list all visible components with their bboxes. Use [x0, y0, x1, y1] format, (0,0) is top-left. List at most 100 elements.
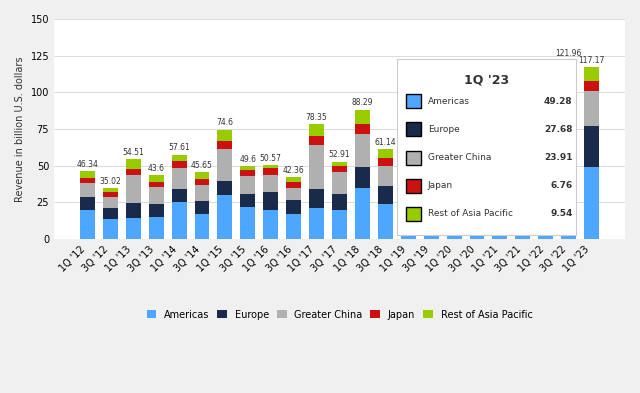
Bar: [263, 165, 278, 168]
Text: Europe: Europe: [428, 125, 460, 134]
Bar: [286, 182, 301, 188]
FancyBboxPatch shape: [406, 178, 420, 193]
Bar: [332, 194, 347, 210]
Bar: [493, 211, 508, 213]
Bar: [80, 184, 95, 196]
Bar: [401, 181, 416, 201]
Bar: [515, 216, 531, 220]
Text: 49.6: 49.6: [239, 155, 257, 164]
Text: 35.02: 35.02: [99, 176, 121, 185]
FancyBboxPatch shape: [406, 94, 420, 108]
Bar: [309, 145, 324, 189]
Bar: [309, 136, 324, 145]
Bar: [493, 213, 508, 216]
Bar: [561, 60, 576, 74]
Bar: [561, 154, 576, 239]
Bar: [424, 190, 438, 207]
Bar: [470, 216, 484, 220]
Bar: [355, 124, 370, 134]
Bar: [241, 166, 255, 170]
Text: 84.31: 84.31: [397, 104, 419, 113]
Bar: [584, 91, 599, 126]
Text: 74.6: 74.6: [216, 118, 234, 127]
Bar: [80, 171, 95, 178]
Bar: [378, 204, 393, 239]
Bar: [332, 210, 347, 239]
Bar: [148, 182, 164, 187]
Bar: [103, 188, 118, 192]
Bar: [538, 162, 553, 239]
Bar: [172, 168, 186, 189]
Text: 46.34: 46.34: [77, 160, 99, 169]
Bar: [241, 176, 255, 194]
Bar: [355, 167, 370, 188]
Bar: [561, 88, 576, 117]
Bar: [447, 161, 461, 169]
Text: 53.27: 53.27: [420, 150, 442, 159]
Bar: [263, 210, 278, 239]
Bar: [355, 134, 370, 167]
Bar: [172, 202, 186, 239]
Legend: Americas, Europe, Greater China, Japan, Rest of Asia Pacific: Americas, Europe, Greater China, Japan, …: [143, 306, 536, 323]
FancyBboxPatch shape: [406, 123, 420, 136]
Bar: [263, 174, 278, 192]
Bar: [126, 175, 141, 203]
Text: Americas: Americas: [428, 97, 470, 106]
Text: 121.96: 121.96: [556, 49, 582, 58]
Bar: [103, 197, 118, 208]
Text: 27.68: 27.68: [544, 125, 572, 134]
Text: 45.65: 45.65: [191, 161, 213, 170]
Text: 50.57: 50.57: [260, 154, 282, 163]
Bar: [218, 149, 232, 181]
Bar: [332, 172, 347, 194]
Text: 1Q '23: 1Q '23: [464, 73, 509, 86]
Bar: [561, 117, 576, 154]
Bar: [195, 214, 209, 239]
Bar: [172, 189, 186, 202]
Bar: [148, 204, 164, 217]
Bar: [355, 188, 370, 239]
Bar: [493, 220, 508, 226]
Bar: [241, 207, 255, 239]
Text: 42.36: 42.36: [283, 166, 305, 175]
Bar: [470, 211, 484, 213]
Bar: [126, 169, 141, 175]
Bar: [470, 213, 484, 216]
Bar: [378, 158, 393, 166]
FancyBboxPatch shape: [406, 207, 420, 221]
Bar: [263, 192, 278, 210]
Bar: [493, 216, 508, 220]
Bar: [148, 217, 164, 239]
Bar: [493, 226, 508, 239]
Text: 52.91: 52.91: [329, 150, 350, 159]
Bar: [80, 196, 95, 210]
Text: 117.17: 117.17: [579, 56, 605, 65]
Bar: [103, 219, 118, 239]
Bar: [447, 182, 461, 202]
Bar: [584, 67, 599, 81]
Bar: [218, 130, 232, 141]
Bar: [195, 185, 209, 201]
Bar: [424, 207, 438, 239]
Bar: [172, 162, 186, 168]
Bar: [126, 159, 141, 169]
Bar: [309, 189, 324, 208]
Bar: [218, 141, 232, 149]
Bar: [470, 226, 484, 239]
Text: Japan: Japan: [428, 181, 453, 190]
Bar: [424, 173, 438, 190]
Bar: [126, 203, 141, 218]
Bar: [286, 200, 301, 214]
Bar: [355, 110, 370, 124]
Bar: [584, 81, 599, 91]
Text: 54.51: 54.51: [122, 148, 144, 157]
Bar: [286, 214, 301, 239]
Bar: [286, 177, 301, 182]
Bar: [80, 178, 95, 184]
Bar: [447, 169, 461, 182]
Bar: [195, 172, 209, 179]
Bar: [103, 192, 118, 197]
Bar: [195, 179, 209, 185]
Text: 88.29: 88.29: [352, 98, 373, 107]
Bar: [515, 220, 531, 226]
